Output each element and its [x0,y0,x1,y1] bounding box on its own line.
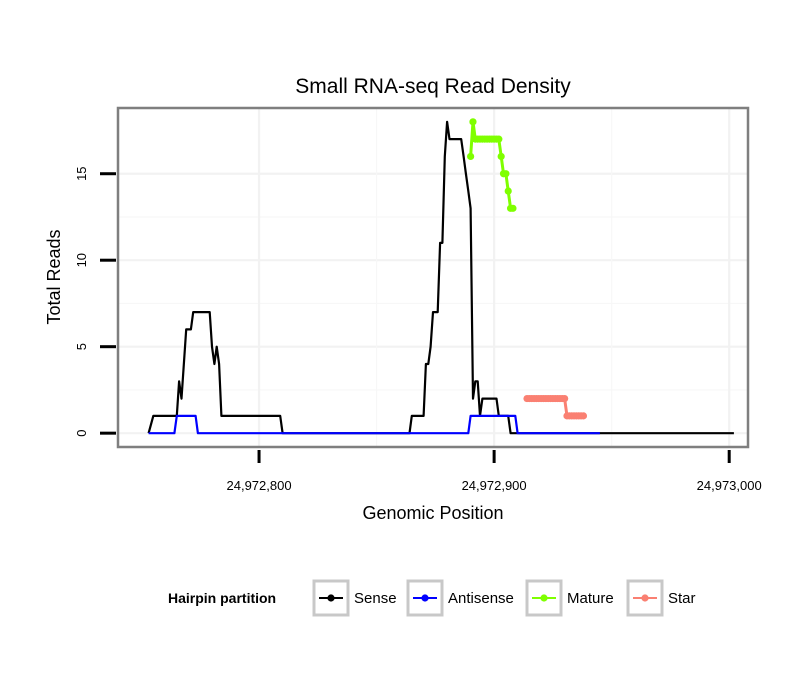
x-tick-label: 24,973,000 [697,478,762,493]
plot-panel [118,108,748,447]
x-axis-title: Genomic Position [362,503,503,523]
series-layer [147,118,734,435]
series-line-antisense [148,414,600,435]
data-point-mature [495,135,503,143]
x-tick-label: 24,972,800 [227,478,292,493]
legend-label: Antisense [448,590,514,607]
grid-lines [118,108,748,447]
legend-item-sense: Sense [312,579,397,617]
legend-item-antisense: Antisense [406,579,514,617]
data-point-mature [504,187,512,195]
data-point-mature [502,170,510,178]
data-point-mature [509,204,517,212]
chart-title: Small RNA-seq Read Density [295,75,571,98]
x-tick-label: 24,972,900 [462,478,527,493]
legend-key-dot [327,594,335,602]
data-point-mature [469,118,477,126]
plot-border [116,106,750,449]
data-point-mature [467,152,475,161]
legend: Hairpin partition Sense Antisense Mature St… [168,579,696,617]
data-point-star [579,412,588,420]
series-line-sense [147,120,734,435]
legend-label: Star [668,590,696,607]
legend-item-star: Star [626,579,696,617]
y-axis-title: Total Reads [44,229,64,324]
data-point-star [561,394,569,403]
y-tick-label: 10 [74,253,89,267]
legend-key-dot [421,594,429,602]
y-tick-label: 5 [74,343,89,350]
y-tick-label: 15 [74,166,89,180]
y-axis: 0 5 10 15 [74,166,116,437]
x-axis: 24,972,800 24,972,900 24,973,000 [227,450,762,493]
y-tick-label: 0 [74,430,89,437]
legend-key-dot [540,594,548,602]
legend-title: Hairpin partition [168,590,276,606]
legend-key-dot [641,594,649,602]
legend-label: Mature [567,590,614,607]
data-point-mature [497,152,505,161]
legend-label: Sense [354,590,397,607]
legend-item-mature: Mature [525,579,614,617]
